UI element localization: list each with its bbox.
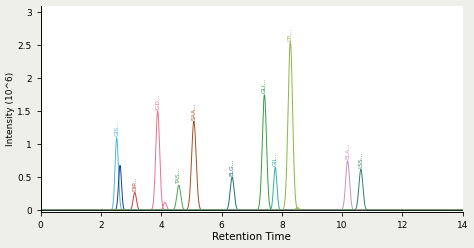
Text: ELA...: ELA... (345, 143, 350, 159)
Text: GIL...: GIL... (273, 151, 278, 166)
Text: DiP...: DiP... (132, 177, 137, 191)
Text: TAS...: TAS... (176, 167, 182, 184)
Text: GIS...: GIS... (114, 121, 119, 136)
Text: ELG...: ELG... (229, 159, 235, 176)
X-axis label: Retention Time: Retention Time (212, 232, 291, 243)
Text: GLI...: GLI... (262, 78, 267, 93)
Text: SAA...: SAA... (191, 102, 196, 120)
Text: IGD...: IGD... (155, 93, 160, 110)
Text: LTI...: LTI... (288, 27, 293, 41)
Text: LSS...: LSS... (358, 152, 364, 168)
Y-axis label: Intensity (10^6): Intensity (10^6) (6, 71, 15, 146)
